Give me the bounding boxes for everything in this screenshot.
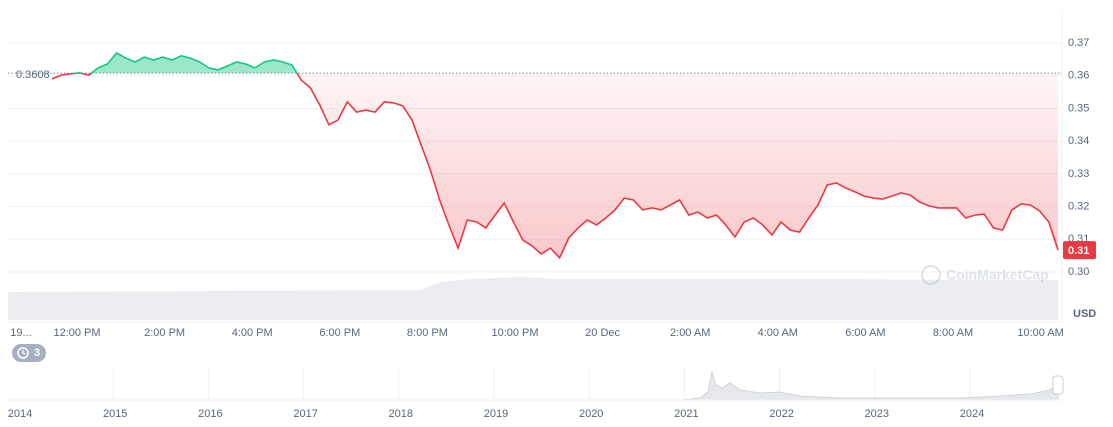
navigator-label: 2022	[769, 408, 793, 420]
navigator-label: 2014	[8, 408, 32, 420]
y-tick-label: 0.35	[1068, 102, 1089, 114]
navigator-label: 2021	[674, 408, 698, 420]
current-value-badge	[1063, 241, 1096, 260]
history-count: 3	[34, 347, 40, 359]
y-tick-label: 0.30	[1068, 266, 1089, 278]
x-tick-label: 4:00 AM	[758, 327, 798, 339]
x-tick-label: 8:00 AM	[933, 327, 973, 339]
y-tick-label: 0.37	[1068, 37, 1089, 49]
navigator-label: 2016	[198, 408, 222, 420]
area-above	[52, 52, 1058, 74]
y-tick-label: 0.34	[1068, 135, 1089, 147]
navigator-handle[interactable]	[1052, 375, 1064, 395]
x-tick-label: 6:00 AM	[845, 327, 885, 339]
navigator-label: 2023	[865, 408, 889, 420]
navigator-label: 2018	[389, 408, 413, 420]
x-tick-label: 10:00 AM	[1017, 327, 1063, 339]
navigator-label: 2024	[960, 408, 984, 420]
y-tick-label: 0.36	[1068, 70, 1089, 82]
navigator-label: 2020	[579, 408, 603, 420]
history-badge[interactable]: 3	[12, 344, 46, 362]
navigator-label: 2015	[103, 408, 127, 420]
navigator-line	[680, 371, 1059, 401]
volume-strip	[8, 277, 1058, 320]
watermark: CoinMarketCap	[921, 265, 1049, 285]
x-tick-label: 4:00 PM	[232, 327, 273, 339]
x-tick-label: 12:00 PM	[53, 327, 100, 339]
x-tick-label: 2:00 PM	[144, 327, 185, 339]
y-unit: USD	[1073, 308, 1096, 320]
x-tick-label: 8:00 PM	[407, 327, 448, 339]
y-tick-label: 0.33	[1068, 168, 1089, 180]
navigator-label: 2017	[293, 408, 317, 420]
x-tick-label: 6:00 PM	[319, 327, 360, 339]
x-tick-label: 2:00 AM	[670, 327, 710, 339]
area-below	[52, 73, 1058, 258]
y-tick-label: 0.32	[1068, 200, 1089, 212]
baseline-label: 0.3608	[16, 69, 50, 81]
price-line-above	[69, 51, 298, 74]
watermark-text: CoinMarketCap	[946, 267, 1049, 283]
current-value-label: 0.31	[1068, 245, 1089, 257]
x-tick-label: 10:00 PM	[491, 327, 538, 339]
navigator-label: 2019	[484, 408, 508, 420]
x-tick-label: 20 Dec	[585, 327, 620, 339]
x-tick-label: 19...	[10, 327, 31, 339]
price-line-below	[51, 73, 1059, 260]
